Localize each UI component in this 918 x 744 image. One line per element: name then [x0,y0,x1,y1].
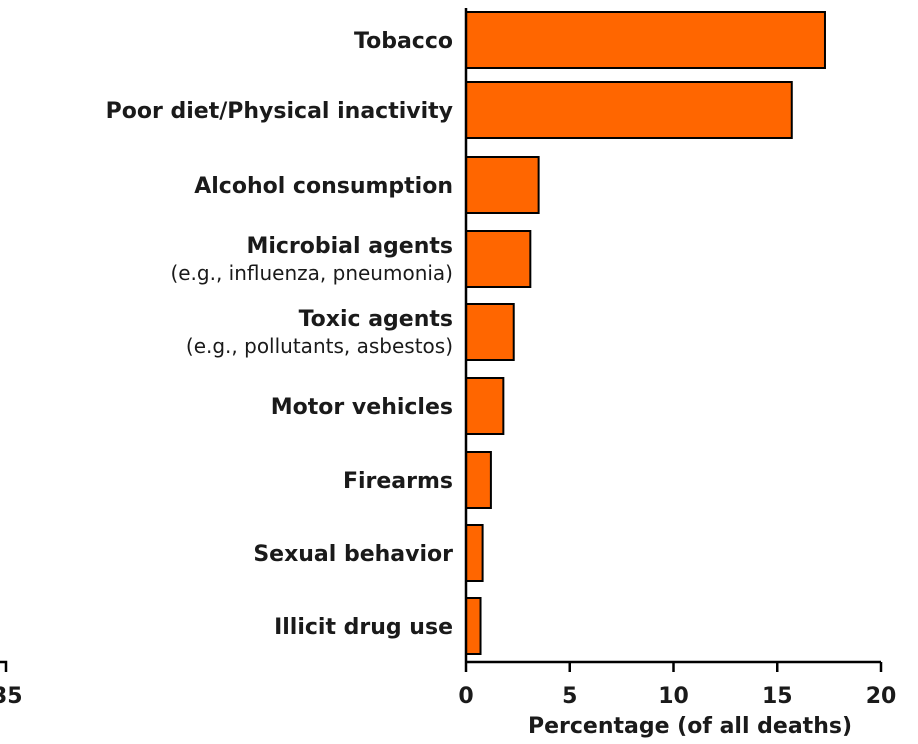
category-label: Illicit drug use [274,615,453,640]
x-tick-label: 0 [458,684,473,709]
category-label: Poor diet/Physical inactivity [106,99,453,124]
category-label: Firearms [343,469,453,494]
x-axis-title: Percentage (of all deaths) [528,714,852,739]
bar [465,156,540,214]
category-label: Microbial agents [246,234,453,259]
category-label: Alcohol consumption [194,174,453,199]
category-label: Motor vehicles [271,395,453,420]
x-tick-label: 20 [866,684,897,709]
cropped-left-axis-fragment: 35 [0,660,23,709]
category-label: Toxic agents [299,307,453,332]
cropped-axis-tick [0,660,8,672]
category-sublabel: (e.g., pollutants, asbestos) [186,334,453,358]
bar [465,81,793,139]
x-tick-label: 10 [658,684,689,709]
bar [465,524,484,582]
category-label: Sexual behavior [253,542,453,567]
cropped-tick-label: 35 [0,684,23,709]
bar [465,597,482,655]
bar [465,377,505,435]
category-sublabel: (e.g., influenza, pneumonia) [170,261,453,285]
bar [465,303,515,361]
x-tick-label: 15 [762,684,793,709]
category-labels: Tobacco Poor diet/Physical inactivity Alco… [106,29,454,640]
bar [465,11,826,69]
bar [465,230,532,288]
x-tick-label: 5 [562,684,577,709]
axes: Percentage (of all deaths) 0 5 10 15 20 [458,8,896,739]
bars-layer [465,11,826,655]
category-label: Tobacco [354,29,453,54]
bar [465,451,492,509]
